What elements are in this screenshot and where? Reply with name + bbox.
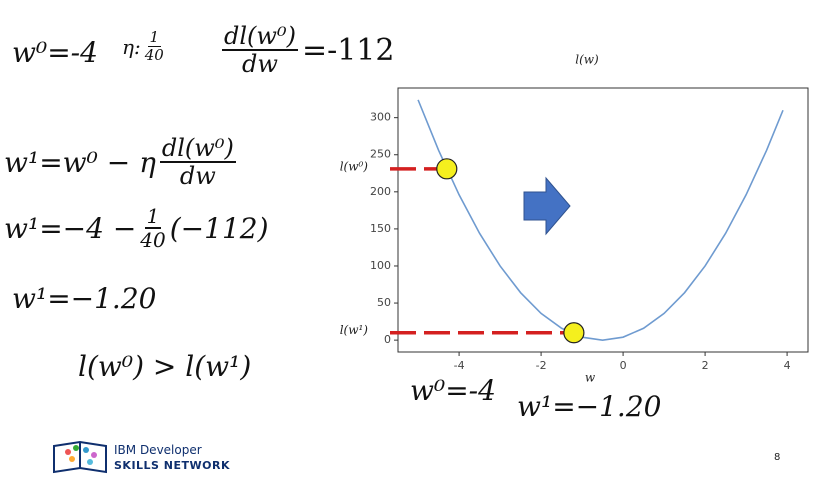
highlight-point bbox=[563, 322, 585, 344]
gradient: dl(w⁰) dw =-112 bbox=[218, 22, 395, 79]
w0-value: w⁰=-4 bbox=[12, 36, 98, 69]
chart-title: l(w) bbox=[575, 53, 599, 67]
dot bbox=[91, 452, 97, 458]
loss-curve bbox=[417, 99, 784, 341]
numerator: 1 bbox=[144, 204, 162, 229]
arrow bbox=[523, 176, 571, 236]
logo-text: IBM Developer bbox=[114, 443, 202, 457]
x-tick-label: -2 bbox=[536, 359, 547, 372]
plot-frame bbox=[397, 87, 809, 353]
comparison: l(w⁰) > l(w¹) bbox=[78, 350, 252, 383]
x-tick-label: 4 bbox=[784, 359, 791, 372]
dot bbox=[65, 449, 71, 455]
y-tick-label: 250 bbox=[370, 148, 391, 161]
eta: η: 1 40 bbox=[122, 28, 168, 64]
y-tick-label: 0 bbox=[384, 333, 391, 346]
highlight-point bbox=[436, 158, 458, 180]
update-rule: w¹=w⁰ − η dl(w⁰) dw bbox=[4, 134, 240, 191]
update-step: w¹=−4 − 1 40 (−112) bbox=[4, 204, 269, 252]
y-tick-label: 150 bbox=[370, 222, 391, 235]
x-tick-label: 2 bbox=[702, 359, 709, 372]
numerator: dl(w⁰) bbox=[222, 22, 298, 52]
fraction: dl(w⁰) dw bbox=[222, 22, 298, 79]
result: w¹=−1.20 bbox=[12, 282, 157, 315]
y-tick-label: 100 bbox=[370, 259, 391, 272]
denominator: 40 bbox=[140, 228, 166, 252]
dot bbox=[73, 445, 79, 451]
point-label: l(w⁰) bbox=[340, 159, 369, 173]
point-label: l(w¹) bbox=[340, 323, 369, 337]
fraction: dl(w⁰) dw bbox=[159, 134, 236, 191]
y-tick-label: 200 bbox=[370, 185, 391, 198]
x-axis-label: w bbox=[585, 371, 596, 385]
logo-icon bbox=[53, 440, 107, 474]
page-number: 8 bbox=[774, 452, 781, 463]
eta-label: η: bbox=[122, 34, 141, 59]
update-lhs: w¹=w⁰ − η bbox=[4, 146, 156, 180]
denominator: dw bbox=[242, 50, 278, 79]
w1-label: w¹=−1.20 bbox=[517, 390, 662, 423]
y-tick-label: 50 bbox=[377, 296, 391, 309]
dot bbox=[87, 459, 93, 465]
w0-label: w⁰=-4 bbox=[410, 374, 496, 407]
numerator: 1 bbox=[147, 28, 162, 47]
x-tick-label: -4 bbox=[454, 359, 465, 372]
dot bbox=[83, 447, 89, 453]
step-lhs: w¹=−4 − bbox=[4, 212, 137, 245]
logo-text: SKILLS NETWORK bbox=[114, 459, 231, 472]
dot bbox=[69, 456, 75, 462]
gradient-value: =-112 bbox=[301, 33, 395, 69]
denominator: dw bbox=[179, 162, 216, 191]
fraction: 1 40 bbox=[140, 204, 166, 252]
x-tick-label: 0 bbox=[620, 359, 627, 372]
y-tick-label: 300 bbox=[370, 111, 391, 124]
step-rest: (−112) bbox=[169, 212, 269, 245]
fraction: 1 40 bbox=[144, 28, 164, 64]
denominator: 40 bbox=[144, 45, 164, 64]
numerator: dl(w⁰) bbox=[159, 134, 236, 164]
